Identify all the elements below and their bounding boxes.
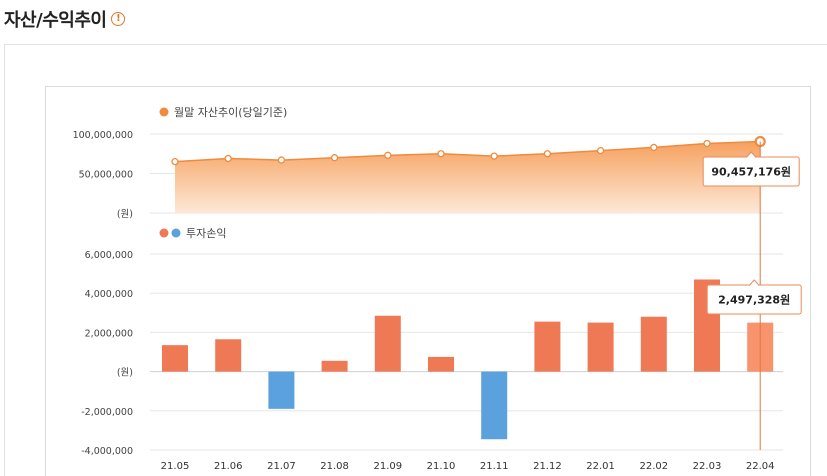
content-frame bbox=[4, 44, 827, 476]
y-tick-label: 2,000,000 bbox=[85, 328, 133, 339]
data-point bbox=[171, 157, 179, 166]
x-tick-label: 22.03 bbox=[693, 461, 722, 472]
x-tick-label: 22.04 bbox=[746, 461, 775, 472]
x-tick-label: 21.11 bbox=[480, 461, 509, 472]
x-tick-label: 22.01 bbox=[586, 461, 615, 472]
y-tick-label: 4,000,000 bbox=[85, 289, 133, 300]
data-point bbox=[543, 150, 552, 158]
legend-label-profit: 투자손익 bbox=[186, 227, 226, 240]
y-tick-label: -4,000,000 bbox=[81, 446, 133, 457]
asset-tooltip: 90,457,176원 bbox=[702, 151, 800, 187]
profit-tooltip: 2,497,328원 bbox=[706, 279, 802, 315]
data-point bbox=[437, 150, 445, 158]
data-point bbox=[596, 146, 605, 155]
page-title: 자산/수익추이 bbox=[4, 10, 107, 31]
y-tick-label: 100,000,000 bbox=[73, 130, 133, 141]
x-tick-label: 21.12 bbox=[533, 461, 562, 472]
y-tick-label: 50,000,000 bbox=[79, 170, 133, 181]
x-tick-label: 21.10 bbox=[427, 461, 456, 472]
profit-tooltip-text: 2,497,328원 bbox=[718, 293, 790, 307]
bar bbox=[321, 360, 348, 372]
x-tick-label: 21.07 bbox=[267, 461, 296, 472]
bar bbox=[640, 316, 667, 372]
section-header: 자산/수익추이 ! bbox=[4, 6, 126, 32]
asset-tooltip-text: 90,457,176원 bbox=[711, 165, 791, 179]
data-point bbox=[277, 156, 286, 164]
x-tick-label: 21.05 bbox=[161, 461, 190, 472]
y-unit-label: (원) bbox=[117, 209, 133, 220]
legend-dot-asset bbox=[159, 107, 169, 117]
data-point bbox=[650, 143, 658, 152]
x-tick-label: 22.02 bbox=[639, 461, 668, 472]
legend-dot-profit bbox=[159, 228, 169, 238]
data-point bbox=[384, 151, 392, 159]
legend-label-asset: 월말 자산추이(당일기준) bbox=[174, 105, 287, 119]
y-tick-label: 6,000,000 bbox=[85, 250, 133, 261]
bar bbox=[162, 345, 188, 372]
x-tick-label: 21.08 bbox=[320, 461, 349, 472]
bar bbox=[481, 371, 508, 440]
bar bbox=[215, 339, 242, 372]
area-fill bbox=[175, 141, 761, 213]
bar bbox=[428, 356, 454, 372]
legend-dot-loss bbox=[171, 228, 181, 238]
y-tick-label: -2,000,000 bbox=[81, 407, 133, 418]
data-point bbox=[330, 154, 339, 162]
area-line bbox=[174, 140, 761, 163]
bar bbox=[374, 315, 401, 372]
y-tick-label: (원) bbox=[117, 368, 133, 379]
data-point bbox=[224, 154, 232, 163]
data-point bbox=[703, 139, 711, 148]
x-tick-label: 21.06 bbox=[214, 461, 243, 472]
bar bbox=[268, 371, 295, 409]
bar bbox=[534, 321, 561, 372]
bar bbox=[587, 322, 614, 372]
x-tick-label: 21.09 bbox=[373, 461, 402, 472]
data-point bbox=[490, 152, 498, 160]
info-icon[interactable]: ! bbox=[111, 12, 126, 26]
